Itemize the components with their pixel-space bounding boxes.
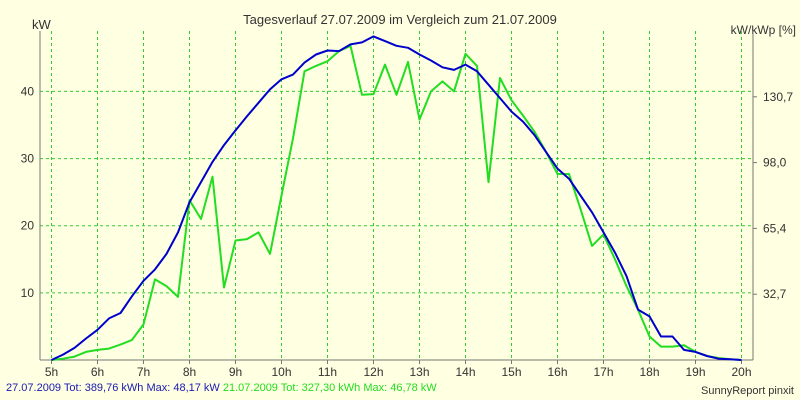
x-tick-label: 8h bbox=[183, 365, 196, 379]
series-line-2 bbox=[51, 44, 742, 361]
x-tick-label: 9h bbox=[229, 365, 242, 379]
footer-series2-summary: 21.07.2009 Tot: 327,30 kWh Max: 46,78 kW bbox=[222, 382, 437, 394]
y-tick-label-right: 98,0 bbox=[763, 156, 787, 170]
x-tick-label: 16h bbox=[547, 365, 567, 379]
y-axis-label-right: kW/kWp [%] bbox=[731, 23, 796, 37]
x-tick-label: 15h bbox=[501, 365, 521, 379]
y-axis-label-left: kW bbox=[32, 17, 52, 32]
x-tick-label: 6h bbox=[91, 365, 104, 379]
chart-title: Tagesverlauf 27.07.2009 im Vergleich zum… bbox=[243, 12, 557, 27]
x-tick-label: 20h bbox=[731, 365, 751, 379]
y-tick-label-left: 20 bbox=[21, 219, 35, 233]
footer-credit: SunnyReport pinxit bbox=[701, 385, 794, 397]
y-tick-label-left: 30 bbox=[21, 152, 35, 166]
grid-lines bbox=[40, 31, 753, 360]
y-tick-label-right: 130,7 bbox=[763, 90, 793, 104]
x-tick-label: 11h bbox=[318, 365, 337, 379]
footer-series1-summary: 27.07.2009 Tot: 389,76 kWh Max: 48,17 kW bbox=[6, 382, 220, 394]
x-tick-label: 17h bbox=[593, 365, 613, 379]
x-tick-label: 18h bbox=[639, 365, 659, 379]
axes bbox=[39, 31, 757, 364]
series-layer bbox=[51, 35, 742, 361]
x-tick-label: 12h bbox=[363, 365, 383, 379]
footer-summary: 27.07.2009 Tot: 389,76 kWh Max: 48,17 kW… bbox=[6, 382, 437, 394]
series-line-1 bbox=[51, 35, 742, 361]
x-tick-label: 14h bbox=[455, 365, 475, 379]
x-tick-label: 7h bbox=[137, 365, 150, 379]
tick-labels: 5h 6h 7h 8h 9h 10h 11h 12h 13h 14h 15h 16h 17h 18h 19h… bbox=[21, 84, 794, 379]
y-tick-label-left: 10 bbox=[21, 286, 35, 300]
x-tick-label: 10h bbox=[271, 365, 291, 379]
y-tick-label-left: 40 bbox=[21, 84, 35, 98]
y-tick-label-right: 32,7 bbox=[763, 287, 787, 301]
x-tick-label: 13h bbox=[409, 365, 429, 379]
x-tick-label: 5h bbox=[45, 365, 58, 379]
y-tick-label-right: 65,4 bbox=[763, 221, 787, 235]
x-tick-label: 19h bbox=[685, 365, 705, 379]
